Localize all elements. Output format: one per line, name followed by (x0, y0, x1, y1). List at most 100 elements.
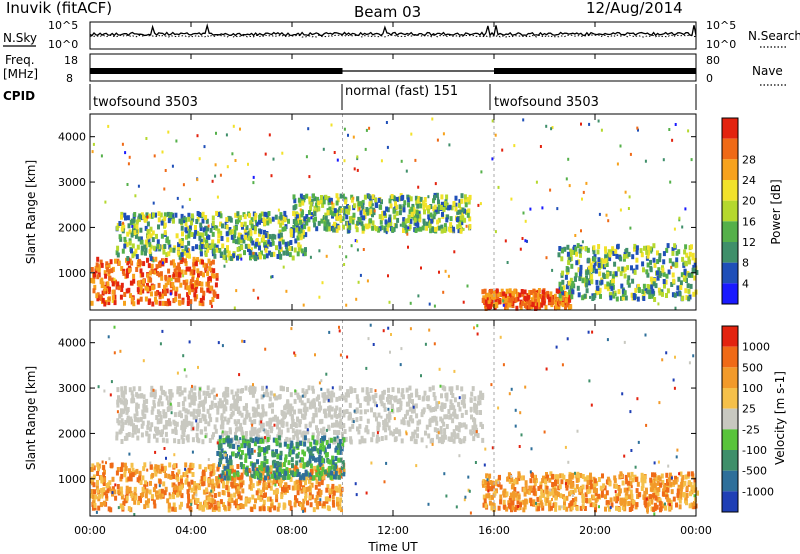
power-echo-4-233 (659, 271, 663, 276)
power-echo-2-222 (445, 202, 449, 208)
velocity-echo-1-328 (217, 478, 221, 484)
power-echo-2-33 (398, 196, 402, 202)
power-echo-0-27 (174, 277, 178, 283)
power-scatter-83 (225, 133, 228, 137)
velocity-echo-2-203 (289, 449, 293, 455)
velocity-echo-3-177 (693, 501, 696, 506)
velocity-echo-3-572 (619, 471, 623, 477)
power-echo-2-197 (351, 219, 355, 225)
velocity-echo-1-332 (249, 480, 253, 486)
velocity-echo-0-794 (384, 418, 388, 424)
velocity-echo-0-828 (298, 397, 302, 403)
velocity-echo-1-210 (258, 506, 262, 512)
velocity-echo-1-77 (90, 489, 94, 494)
power-echo-0-190 (125, 288, 129, 294)
velocity-echo-0-881 (187, 420, 191, 426)
power-scatter-49 (604, 264, 607, 268)
power-echo-0-327 (177, 277, 181, 283)
power-echo-4-16 (633, 243, 637, 249)
velocity-echo-2-121 (231, 451, 235, 457)
velocity-echo-1-693 (230, 481, 234, 487)
power-echo-2-364 (433, 204, 437, 210)
velocity-echo-3-322 (513, 487, 517, 492)
velocity-echo-1-361 (178, 485, 182, 491)
velocity-echo-0-49 (333, 429, 336, 435)
power-echo-2-191 (414, 228, 418, 233)
velocity-echo-0-139 (294, 390, 298, 396)
velocity-echo-1-478 (281, 486, 284, 492)
velocity-echo-0-381 (377, 412, 381, 418)
velocity-echo-1-6 (212, 463, 216, 469)
velocity-echo-0-739 (457, 427, 461, 433)
velocity-echo-1-351 (144, 480, 147, 486)
power-echo-2-310 (350, 197, 354, 203)
power-echo-1-52 (257, 241, 261, 247)
velocity-echo-1-669 (235, 488, 239, 494)
velocity-echo-2-226 (319, 447, 323, 452)
velocity-echo-0-627 (155, 430, 159, 436)
velocity-echo-1-106 (239, 495, 243, 501)
velocity-echo-1-399 (203, 499, 207, 505)
velocity-echo-0-838 (449, 437, 453, 442)
velocity-echo-0-236 (472, 436, 476, 442)
power-scatter-26 (442, 290, 445, 294)
power-echo-1-59 (228, 227, 232, 232)
velocity-echo-0-12 (431, 385, 435, 391)
velocity-echo-0-226 (201, 439, 205, 445)
power-echo-2-317 (297, 197, 301, 203)
velocity-echo-0-792 (190, 426, 194, 432)
power-echo-2-463 (413, 217, 417, 223)
velocity-echo-1-514 (106, 488, 110, 494)
power-echo-3-234 (504, 297, 508, 303)
velocity-echo-3-588 (582, 496, 586, 502)
power-echo-0-286 (202, 290, 206, 296)
velocity-echo-2-143 (332, 474, 336, 480)
velocity-echo-3-266 (491, 494, 494, 500)
velocity-echo-1-672 (128, 486, 132, 492)
velocity-echo-2-161 (221, 454, 225, 460)
power-scatter-57 (167, 130, 170, 134)
velocity-echo-2-339 (295, 441, 299, 447)
velocity-echo-0-902 (300, 432, 304, 438)
velocity-echo-3-424 (554, 502, 558, 508)
power-echo-0-325 (158, 300, 162, 306)
power-echo-1-334 (259, 229, 263, 235)
power-echo-0-260 (173, 268, 177, 274)
velocity-echo-0-893 (345, 409, 349, 414)
velocity-echo-0-1005 (223, 430, 227, 436)
power-echo-2-321 (404, 218, 408, 224)
velocity-echo-3-584 (551, 473, 555, 479)
velocity-echo-0-173 (168, 418, 171, 424)
velocity-echo-3-430 (625, 495, 628, 501)
velocity-echo-0-911 (135, 406, 139, 412)
velocity-echo-2-332 (309, 450, 313, 456)
velocity-echo-3-486 (589, 472, 592, 478)
power-echo-2-137 (417, 196, 421, 201)
power-scatter-145 (510, 197, 513, 201)
power-echo-0-315 (204, 265, 207, 271)
power-echo-4-305 (596, 285, 600, 291)
power-echo-3-112 (484, 306, 488, 311)
velocity-echo-2-214 (300, 457, 304, 463)
power-echo-2-220 (293, 205, 297, 210)
velocity-echo-1-9 (172, 474, 175, 480)
power-echo-1-368 (282, 250, 286, 256)
velocity-echo-1-211 (189, 499, 193, 505)
power-echo-4-33 (662, 271, 666, 277)
power-scatter-18 (580, 122, 582, 126)
power-echo-0-115 (95, 265, 99, 271)
velocity-echo-0-198 (290, 406, 294, 412)
velocity-echo-0-723 (367, 394, 371, 400)
velocity-echo-0-764 (183, 424, 187, 429)
velocity-echo-1-676 (190, 487, 194, 493)
velocity-echo-0-941 (290, 415, 294, 421)
velocity-echo-1-410 (278, 478, 282, 483)
power-echo-3-48 (553, 293, 557, 299)
power-echo-3-102 (509, 295, 512, 300)
velocity-echo-3-502 (623, 498, 627, 504)
power-echo-2-331 (405, 228, 409, 234)
velocity-echo-0-975 (150, 388, 154, 394)
velocity-echo-3-239 (653, 506, 657, 511)
power-echo-0-30 (99, 259, 103, 265)
